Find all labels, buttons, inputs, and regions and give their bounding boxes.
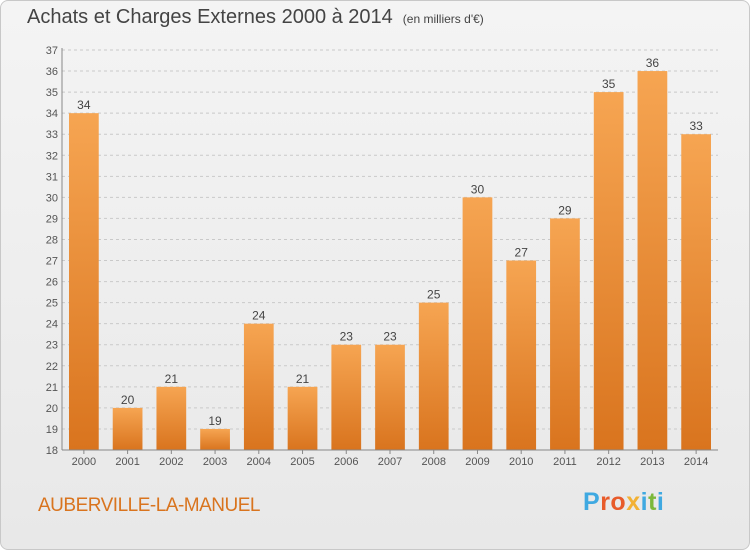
bar (593, 92, 624, 451)
logo-letter: t (648, 488, 657, 516)
x-tick-label: 2009 (465, 456, 489, 468)
data-labels: 34 20 21 19 24 21 23 23 25 30 27 29 35 36 33 (77, 56, 703, 428)
y-tick-label: 37 (46, 45, 58, 57)
y-tick-label: 19 (46, 424, 58, 436)
x-tick-label: 2010 (509, 456, 533, 468)
axes (61, 48, 718, 451)
chart-title: Achats et Charges Externes 2000 à 2014 (e… (27, 6, 484, 29)
bar (681, 134, 712, 451)
y-axis-ticks: 18 19 20 21 22 23 24 25 26 27 28 29 30 31 32 33 34 35 36 37 (46, 45, 58, 457)
bar (637, 71, 668, 450)
x-tick-label: 2006 (334, 456, 358, 468)
x-tick-label: 2001 (115, 456, 139, 468)
logo-letter: o (610, 488, 627, 516)
y-tick-label: 20 (46, 403, 58, 415)
x-tick-label: 2004 (247, 456, 271, 468)
bar (243, 323, 274, 450)
x-tick-label: 2011 (553, 456, 577, 468)
logo-letter: r (600, 488, 611, 516)
bar-value-label: 23 (340, 330, 354, 344)
bar-value-label: 21 (165, 372, 179, 386)
x-tick-label: 2013 (640, 456, 664, 468)
y-tick-label: 33 (46, 129, 58, 141)
logo-letter: P (583, 488, 601, 516)
y-tick-label: 25 (46, 298, 58, 310)
y-tick-label: 32 (46, 150, 58, 162)
y-tick-label: 30 (46, 192, 58, 204)
x-axis-ticks: 2000 2001 2002 2003 2004 2005 2006 2007 2008 2009… (72, 450, 708, 468)
y-tick-label: 24 (46, 319, 58, 331)
bars (68, 71, 712, 451)
y-tick-label: 29 (46, 213, 58, 225)
bar (200, 428, 230, 450)
bar-value-label: 19 (208, 414, 222, 428)
bar (68, 113, 99, 450)
place-name: AUBERVILLE-LA-MANUEL (38, 495, 260, 516)
chart-unit: (en milliers d'€) (402, 12, 484, 26)
x-tick-label: 2012 (596, 456, 620, 468)
bar (462, 197, 493, 450)
bar (331, 344, 362, 450)
bar-value-label: 25 (427, 288, 441, 302)
logo-letter: x (626, 488, 641, 516)
bar-value-label: 30 (471, 182, 485, 196)
y-tick-label: 27 (46, 256, 58, 268)
bar-value-label: 27 (515, 246, 529, 260)
bar-value-label: 35 (602, 77, 616, 91)
bar-value-label: 21 (296, 372, 310, 386)
x-tick-label: 2005 (290, 456, 314, 468)
y-tick-label: 36 (46, 66, 58, 78)
proxiti-logo: Proxiti (583, 488, 664, 517)
bar (112, 407, 143, 450)
x-tick-label: 2014 (684, 456, 708, 468)
bar-value-label: 33 (689, 119, 703, 133)
x-tick-label: 2007 (378, 456, 402, 468)
bar-value-label: 36 (646, 56, 660, 70)
bar (550, 218, 580, 450)
x-tick-label: 2000 (72, 456, 96, 468)
bar-value-label: 23 (383, 330, 397, 344)
bar-value-label: 24 (252, 309, 266, 323)
bar (156, 386, 187, 450)
y-tick-label: 28 (46, 234, 58, 246)
x-tick-label: 2002 (159, 456, 183, 468)
y-tick-label: 23 (46, 340, 58, 352)
logo-letter: i (656, 488, 665, 516)
y-tick-label: 35 (46, 87, 58, 99)
bar-value-label: 29 (558, 203, 572, 217)
bar (418, 302, 449, 450)
y-tick-label: 22 (46, 361, 58, 373)
y-tick-label: 18 (46, 445, 58, 457)
bar (287, 386, 318, 450)
bar-value-label: 20 (121, 393, 135, 407)
chart-title-text: Achats et Charges Externes 2000 à 2014 (27, 6, 393, 28)
y-tick-label: 34 (46, 108, 58, 120)
y-tick-label: 21 (46, 382, 58, 394)
logo-letter: i (640, 488, 649, 516)
bar (506, 260, 537, 450)
x-tick-label: 2008 (421, 456, 445, 468)
x-tick-label: 2003 (203, 456, 227, 468)
bar (375, 344, 405, 450)
y-tick-label: 31 (46, 171, 58, 183)
bar-value-label: 34 (77, 98, 91, 112)
y-tick-label: 26 (46, 277, 58, 289)
